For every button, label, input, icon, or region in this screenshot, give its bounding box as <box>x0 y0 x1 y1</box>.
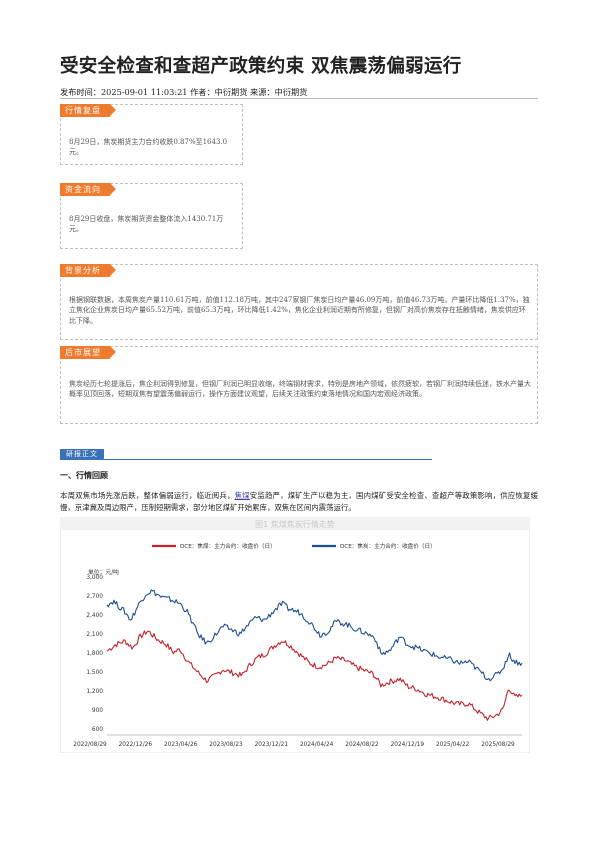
title-divider <box>60 98 538 99</box>
x-tick-label: 2025/08/29 <box>481 742 515 748</box>
legend-label: DCE：焦炭：主力合约：收盘价（日） <box>340 542 436 550</box>
chart-title-band <box>60 517 530 530</box>
capital-box: 资金流向 8月29日收盘，焦炭期货资金整体流入1430.71万元。 <box>60 183 243 249</box>
outlook-text: 焦炭经历七轮提涨后，焦企利润得到修复，但钢厂利润已明显收缩，终端钢材需求，特别是… <box>69 380 531 399</box>
background-tag: 背景分析 <box>60 264 116 277</box>
x-tick-label: 2024/04/24 <box>300 742 334 748</box>
background-text: 根据钢联数据，本周焦炭产量110.61万吨，前值112.18万吨，其中247家钢… <box>69 296 530 325</box>
body-paragraph: 本周双焦市场先涨后跌，整体偏弱运行，临近阅兵，焦煤安监趋严，煤矿生产以稳为主，国… <box>60 490 538 514</box>
paragraph-text-after: 安监趋严，煤矿生产以稳为主，国内煤矿受安全检查、查超产等政策影响，供应恢复缓慢，… <box>60 491 538 512</box>
y-tick-label: 2,100 <box>86 632 103 638</box>
legend-label: DCE：焦煤：主力合约：收盘价（日） <box>180 542 276 550</box>
paragraph-text-before: 本周双焦市场先涨后跌，整体偏弱运行，临近阅兵， <box>60 491 235 500</box>
publish-meta: 发布时间：2025-09-01 11:03:21 作者：中衍期货 来源：中衍期货 <box>60 87 308 97</box>
review-text: 8月29日，焦炭期货主力合约收跌0.87%至1643.0元。 <box>69 138 228 157</box>
page-title: 受安全检查和查超产政策约束 双焦震荡偏弱运行 <box>60 56 462 77</box>
capital-tag: 资金流向 <box>60 183 116 196</box>
coking-coal-link[interactable]: 焦煤 <box>234 491 250 500</box>
outlook-tag: 后市展望 <box>60 346 116 359</box>
y-tick-label: 1,200 <box>86 689 103 695</box>
x-tick-label: 2022/12/26 <box>119 742 153 748</box>
y-axis-ticks: 600 900 1,200 1,500 1,800 2,100 2,400 2,700 3,00… <box>86 575 103 733</box>
price-chart: 图1 焦煤焦炭行情走势 DCE：焦煤：主力合约：收盘价（日） DCE：焦炭：主力合… <box>60 517 530 753</box>
series-line <box>106 589 523 682</box>
chart-frame <box>60 517 530 753</box>
report-body-tag: 研报正文 <box>60 449 104 460</box>
x-tick-label: 2023/08/23 <box>209 742 243 748</box>
price-chart-svg: 图1 焦煤焦炭行情走势 DCE：焦煤：主力合约：收盘价（日） DCE：焦炭：主力合… <box>60 517 530 753</box>
review-tag: 行情复盘 <box>60 104 116 117</box>
chart-legend: DCE：焦煤：主力合约：收盘价（日） DCE：焦炭：主力合约：收盘价（日） <box>152 542 436 550</box>
series-line <box>106 630 523 721</box>
y-tick-label: 2,700 <box>86 594 103 600</box>
x-tick-label: 2023/04/26 <box>164 742 198 748</box>
x-axis-ticks: 2022/08/29 2022/12/26 2023/04/26 2023/08/23… <box>73 742 515 748</box>
chart-title: 图1 焦煤焦炭行情走势 <box>255 519 335 529</box>
y-tick-label: 1,500 <box>86 670 103 676</box>
outlook-box: 后市展望 焦炭经历七轮提涨后，焦企利润得到修复，但钢厂利润已明显收缩，终端钢材需… <box>60 346 538 424</box>
y-axis-unit-label: 单位：元/吨 <box>88 568 119 576</box>
x-tick-label: 2024/08/22 <box>345 742 379 748</box>
x-tick-label: 2022/08/29 <box>73 742 107 748</box>
x-tick-label: 2023/12/21 <box>255 742 289 748</box>
capital-text: 8月29日收盘，焦炭期货资金整体流入1430.71万元。 <box>69 215 224 234</box>
y-tick-label: 2,400 <box>86 613 103 619</box>
x-tick-label: 2025/04/22 <box>436 742 470 748</box>
background-box: 背景分析 根据钢联数据，本周焦炭产量110.61万吨，前值112.18万吨，其中… <box>60 264 538 340</box>
y-tick-label: 3,000 <box>86 575 103 581</box>
y-tick-label: 1,800 <box>86 651 103 657</box>
x-tick-label: 2024/12/19 <box>391 742 425 748</box>
chart-series <box>106 589 523 721</box>
report-body-divider <box>98 459 432 460</box>
review-box: 行情复盘 8月29日，焦炭期货主力合约收跌0.87%至1643.0元。 <box>60 104 243 165</box>
y-tick-label: 900 <box>92 708 103 714</box>
section-heading: 一、行情回顾 <box>60 470 108 480</box>
y-tick-label: 600 <box>92 727 103 733</box>
